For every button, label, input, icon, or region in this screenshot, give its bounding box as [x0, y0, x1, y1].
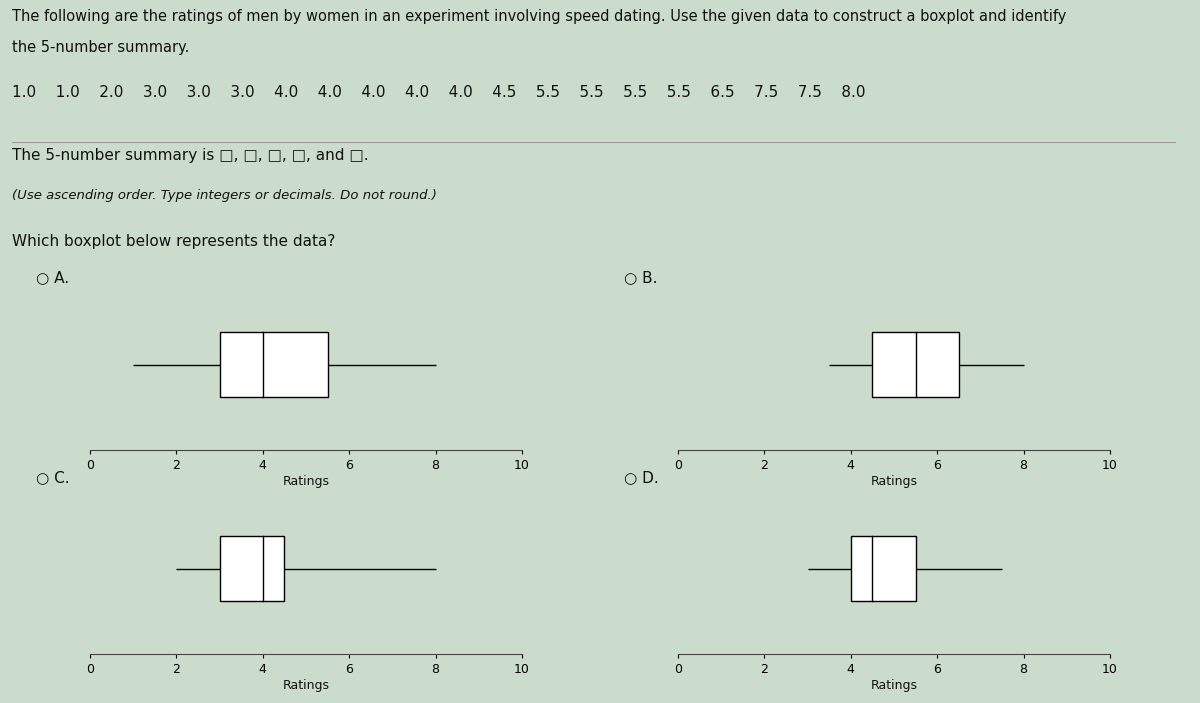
- Text: ○ A.: ○ A.: [36, 270, 70, 285]
- X-axis label: Ratings: Ratings: [282, 475, 330, 488]
- Text: the 5-number summary.: the 5-number summary.: [12, 41, 190, 56]
- Text: 1.0    1.0    2.0    3.0    3.0    3.0    4.0    4.0    4.0    4.0    4.0    4.5: 1.0 1.0 2.0 3.0 3.0 3.0 4.0 4.0 4.0 4.0 …: [12, 84, 865, 100]
- Text: The following are the ratings of men by women in an experiment involving speed d: The following are the ratings of men by …: [12, 9, 1067, 25]
- Bar: [220, 333, 328, 397]
- Bar: [851, 536, 916, 601]
- Text: The 5-number summary is □, □, □, □, and □.: The 5-number summary is □, □, □, □, and …: [12, 148, 368, 162]
- X-axis label: Ratings: Ratings: [870, 678, 918, 692]
- Text: Which boxplot below represents the data?: Which boxplot below represents the data?: [12, 233, 335, 249]
- Text: ○ B.: ○ B.: [624, 270, 658, 285]
- Text: ○ C.: ○ C.: [36, 470, 70, 485]
- Text: ○ D.: ○ D.: [624, 470, 659, 485]
- Text: (Use ascending order. Type integers or decimals. Do not round.): (Use ascending order. Type integers or d…: [12, 189, 437, 202]
- Bar: [220, 536, 284, 601]
- X-axis label: Ratings: Ratings: [282, 678, 330, 692]
- X-axis label: Ratings: Ratings: [870, 475, 918, 488]
- Bar: [872, 333, 959, 397]
